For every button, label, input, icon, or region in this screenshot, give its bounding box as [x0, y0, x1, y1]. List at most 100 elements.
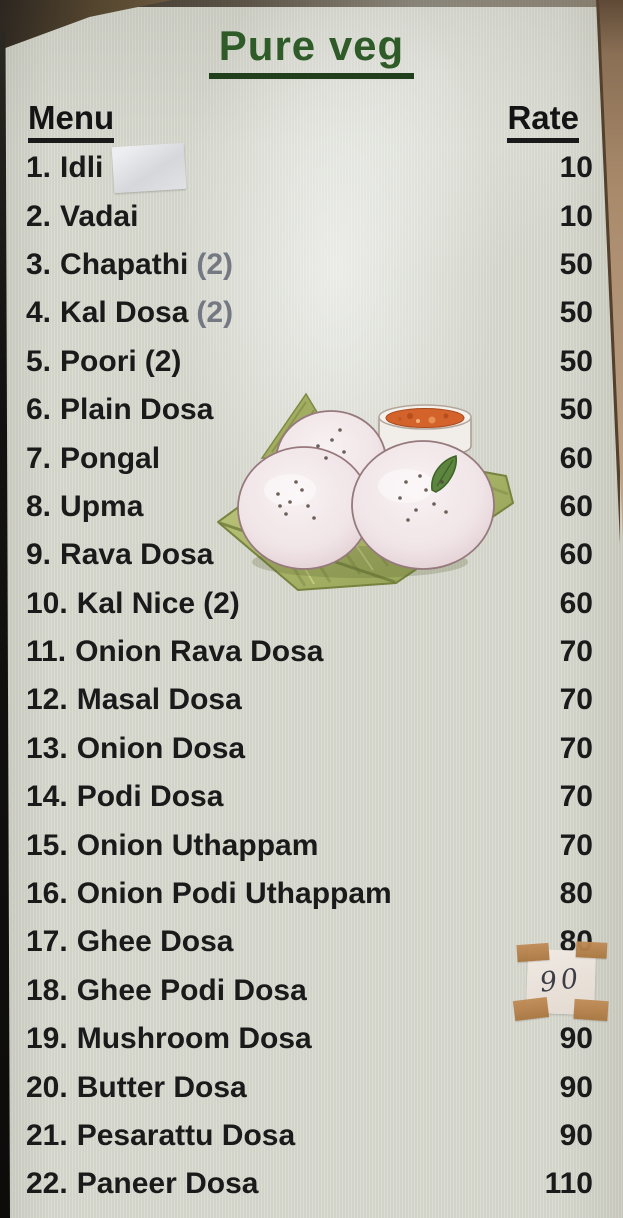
- menu-row-left: 7. Pongal: [26, 442, 160, 476]
- menu-row: 3. Chapathi (2) 50: [26, 241, 593, 289]
- item-rate: 60: [559, 489, 593, 523]
- item-name: Vadai: [60, 199, 139, 233]
- item-name: Ghee Dosa: [76, 925, 234, 959]
- item-rate: 50: [559, 344, 593, 378]
- menu-row-left: 1. Idli: [26, 143, 187, 194]
- item-number: 17.: [26, 925, 68, 959]
- item-rate: 60: [559, 538, 593, 572]
- item-number: 9.: [26, 538, 52, 572]
- tape-corner-icon: [512, 997, 550, 1021]
- menu-row-left: 18. Ghee Podi Dosa: [26, 974, 307, 1008]
- title-row: Pure veg: [0, 22, 623, 79]
- menu-row: 14. Podi Dosa 70: [26, 773, 593, 821]
- tape-corner-icon: [575, 941, 608, 959]
- handwritten-rate-value: 90: [538, 962, 584, 999]
- menu-row-left: 6. Plain Dosa: [26, 393, 213, 427]
- item-rate: 60: [559, 441, 593, 475]
- menu-row: 21. Pesarattu Dosa 90: [26, 1112, 593, 1160]
- handwritten-rate-sticker: 90: [512, 941, 609, 1022]
- item-name: Kal Nice: [76, 586, 196, 620]
- item-rate: 50: [559, 247, 593, 281]
- item-number: 19.: [26, 1022, 68, 1056]
- menu-row: 18. Ghee Podi Dosa: [26, 967, 593, 1015]
- item-rate: 10: [559, 199, 593, 233]
- item-rate: 70: [559, 828, 593, 862]
- page-title: Pure veg: [208, 22, 415, 79]
- item-number: 6.: [26, 393, 52, 427]
- item-number: 3.: [26, 247, 52, 281]
- menu-row-left: 5. Poori (2): [26, 345, 181, 379]
- item-name: Paneer Dosa: [76, 1167, 259, 1201]
- menu-row: 9. Rava Dosa 60: [26, 531, 593, 579]
- item-number: 2.: [26, 199, 52, 233]
- item-number: 13.: [26, 731, 68, 765]
- sticker-patch: [112, 143, 187, 194]
- menu-row: 7. Pongal 60: [26, 434, 593, 482]
- item-rate: 60: [559, 586, 593, 620]
- item-number: 8.: [26, 489, 52, 523]
- item-name: Ghee Podi Dosa: [76, 973, 307, 1007]
- item-rate: 50: [559, 296, 593, 330]
- menu-row: 2. Vadai 10: [26, 192, 593, 240]
- item-rate: 70: [559, 731, 593, 765]
- item-rate: 90: [559, 1022, 593, 1056]
- menu-row-left: 15. Onion Uthappam: [26, 829, 318, 863]
- item-rate: 80: [559, 877, 593, 911]
- item-number: 20.: [26, 1070, 68, 1104]
- item-rate: 70: [559, 635, 593, 669]
- column-headers: Menu Rate: [28, 99, 579, 143]
- menu-row-left: 16. Onion Podi Uthappam: [26, 877, 392, 911]
- menu-row-left: 20. Butter Dosa: [26, 1071, 247, 1105]
- item-rate: 70: [559, 683, 593, 717]
- item-name: Pesarattu Dosa: [76, 1119, 296, 1152]
- menu-row: 5. Poori (2) 50: [26, 338, 593, 386]
- item-name: Pongal: [60, 441, 161, 475]
- menu-row: 20. Butter Dosa 90: [26, 1063, 593, 1111]
- menu-row: 15. Onion Uthappam 70: [26, 821, 593, 869]
- item-number: 4.: [26, 296, 52, 330]
- menu-row-left: 2. Vadai: [26, 200, 138, 234]
- menu-row: 17. Ghee Dosa 80: [26, 918, 593, 966]
- menu-row-left: 14. Podi Dosa: [26, 780, 223, 814]
- item-name: Mushroom Dosa: [76, 1022, 312, 1056]
- item-rate: 90: [559, 1070, 593, 1104]
- item-qty: (2): [203, 586, 240, 620]
- menu-row-left: 19. Mushroom Dosa: [26, 1022, 312, 1056]
- item-rate: 90: [559, 1119, 593, 1152]
- menu-row: 22. Paneer Dosa 110: [26, 1160, 593, 1208]
- item-qty: (2): [144, 344, 182, 378]
- menu-row: 4. Kal Dosa (2) 50: [26, 289, 593, 337]
- menu-row: 8. Upma 60: [26, 483, 593, 531]
- menu-row-left: 3. Chapathi (2): [26, 248, 233, 282]
- menu-row-left: 17. Ghee Dosa: [26, 925, 233, 959]
- item-qty: (2): [196, 247, 234, 281]
- item-number: 16.: [26, 877, 68, 911]
- item-rate: 110: [544, 1167, 593, 1201]
- item-name: Idli: [60, 151, 104, 185]
- menu-row: 6. Plain Dosa 50: [26, 386, 593, 434]
- menu-row: 12. Masal Dosa 70: [26, 676, 593, 724]
- menu-row-left: 10. Kal Nice (2): [26, 587, 240, 621]
- menu-list: 1. Idli 10 2. Vadai 10 3. Chapathi (2) 5…: [26, 143, 593, 1209]
- item-rate: 50: [559, 393, 593, 427]
- item-name: Onion Rava Dosa: [75, 635, 324, 669]
- menu-row-left: 9. Rava Dosa: [26, 538, 213, 572]
- menu-row-left: 4. Kal Dosa (2): [26, 296, 233, 330]
- item-name: Chapathi: [60, 247, 189, 281]
- item-name: Rava Dosa: [60, 538, 214, 572]
- tape-corner-icon: [573, 998, 609, 1022]
- menu-row: 1. Idli 10: [26, 143, 593, 194]
- menu-row-left: 13. Onion Dosa: [26, 732, 245, 766]
- tape-corner-icon: [516, 942, 550, 963]
- item-name: Masal Dosa: [76, 683, 242, 717]
- menu-row: 11. Onion Rava Dosa 70: [26, 628, 593, 676]
- item-number: 14.: [26, 780, 68, 814]
- item-number: 1.: [26, 151, 52, 185]
- item-qty: (2): [196, 296, 234, 330]
- item-number: 15.: [26, 828, 68, 862]
- item-number: 5.: [26, 344, 52, 378]
- menu-row-left: 22. Paneer Dosa: [26, 1167, 258, 1201]
- item-number: 22.: [26, 1167, 68, 1201]
- item-name: Kal Dosa: [60, 296, 189, 330]
